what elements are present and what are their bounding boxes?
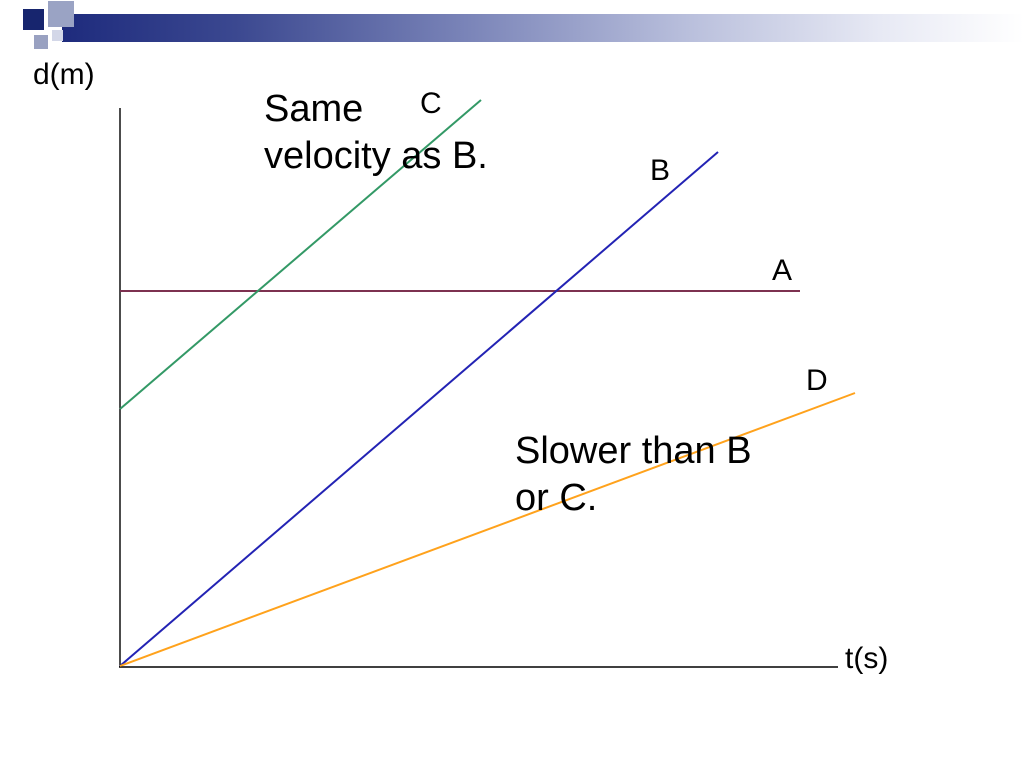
decorative-square <box>23 9 44 30</box>
series-line-B <box>119 151 719 667</box>
series-label-A: A <box>772 254 792 287</box>
y-axis-label: d(m) <box>33 58 95 91</box>
series-line-C <box>119 99 482 410</box>
decorative-square <box>34 35 48 49</box>
decorative-square <box>52 30 63 41</box>
decorative-gradient-bar <box>62 14 1024 42</box>
series-label-D: D <box>806 364 828 397</box>
x-axis-label: t(s) <box>845 642 889 675</box>
series-label-B: B <box>650 154 670 187</box>
series-line-D <box>119 392 856 667</box>
series-label-C: C <box>420 87 442 120</box>
decorative-square <box>48 1 74 27</box>
